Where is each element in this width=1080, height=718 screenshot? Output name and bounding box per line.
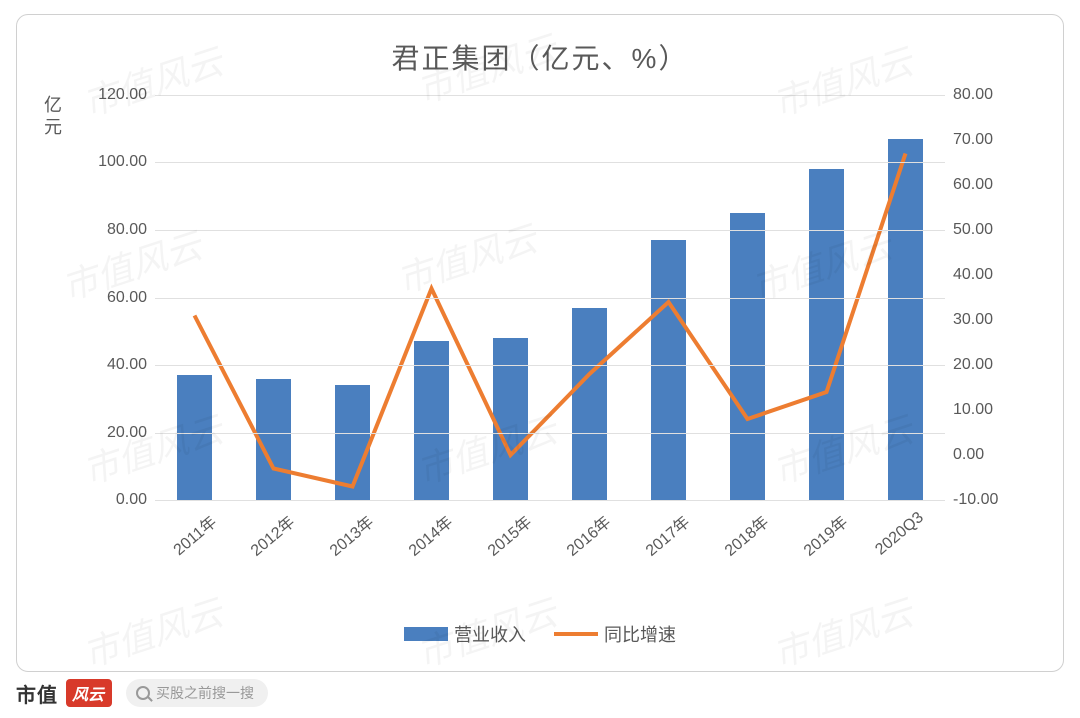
gridline (155, 162, 945, 163)
ytick-left: 40.00 (107, 356, 155, 374)
gridline (155, 230, 945, 231)
search-pill[interactable]: 买股之前搜一搜 (126, 679, 268, 707)
ytick-right: 70.00 (945, 131, 993, 149)
x-axis-label: 2014年 (402, 509, 457, 561)
growth-line (195, 154, 906, 487)
chart-legend: 营业收入 同比增速 (17, 621, 1063, 647)
x-axis-label: 2019年 (797, 509, 852, 561)
legend-swatch-bar-icon (404, 627, 448, 641)
x-axis-label: 2011年 (166, 509, 220, 560)
x-axis-label: 2016年 (560, 509, 615, 561)
ytick-left: 120.00 (98, 86, 155, 104)
plot-wrap: 亿元 0.0020.0040.0060.0080.00100.00120.00-… (97, 95, 993, 501)
x-axis-label: 2020Q3 (872, 509, 927, 559)
legend-swatch-line-icon (554, 632, 598, 636)
ytick-right: 30.00 (945, 311, 993, 329)
x-axis-label: 2013年 (323, 509, 378, 561)
ytick-left: 60.00 (107, 289, 155, 307)
gridline (155, 95, 945, 96)
brand-badge: 风云 (66, 679, 112, 707)
legend-item-bar: 营业收入 (404, 621, 526, 647)
legend-item-line: 同比增速 (554, 621, 676, 647)
search-placeholder: 买股之前搜一搜 (156, 683, 254, 703)
ytick-left: 100.00 (98, 153, 155, 171)
ytick-right: 80.00 (945, 86, 993, 104)
legend-label-bar: 营业收入 (454, 621, 526, 647)
ytick-right: 60.00 (945, 176, 993, 194)
ytick-right: 50.00 (945, 221, 993, 239)
y-axis-title-left: 亿元 (39, 95, 65, 139)
gridline (155, 298, 945, 299)
ytick-right: 40.00 (945, 266, 993, 284)
x-axis-label: 2015年 (481, 509, 536, 561)
x-axis-label: 2017年 (639, 509, 694, 561)
ytick-right: 10.00 (945, 401, 993, 419)
x-axis-label: 2018年 (718, 509, 773, 561)
x-axis-labels: 2011年 2012年 2013年 2014年 2015年 2016年 2017年 2018年… (155, 501, 945, 591)
gridline (155, 365, 945, 366)
plot-area: 0.0020.0040.0060.0080.00100.00120.00-10.… (155, 95, 945, 501)
chart-card: 君正集团（亿元、%） 亿元 0.0020.0040.0060.0080.0010… (16, 14, 1064, 672)
ytick-right: 0.00 (945, 446, 984, 464)
chart-title: 君正集团（亿元、%） (17, 37, 1063, 77)
x-axis-label: 2012年 (244, 509, 299, 561)
ytick-left: 0.00 (116, 491, 155, 509)
brand-text: 市值 (16, 679, 58, 708)
ytick-left: 20.00 (107, 424, 155, 442)
search-icon (136, 686, 150, 700)
gridline (155, 433, 945, 434)
ytick-left: 80.00 (107, 221, 155, 239)
ytick-right: -10.00 (945, 491, 998, 509)
legend-label-line: 同比增速 (604, 621, 676, 647)
bottom-bar: 市值 风云 买股之前搜一搜 (16, 676, 1064, 710)
ytick-right: 20.00 (945, 356, 993, 374)
